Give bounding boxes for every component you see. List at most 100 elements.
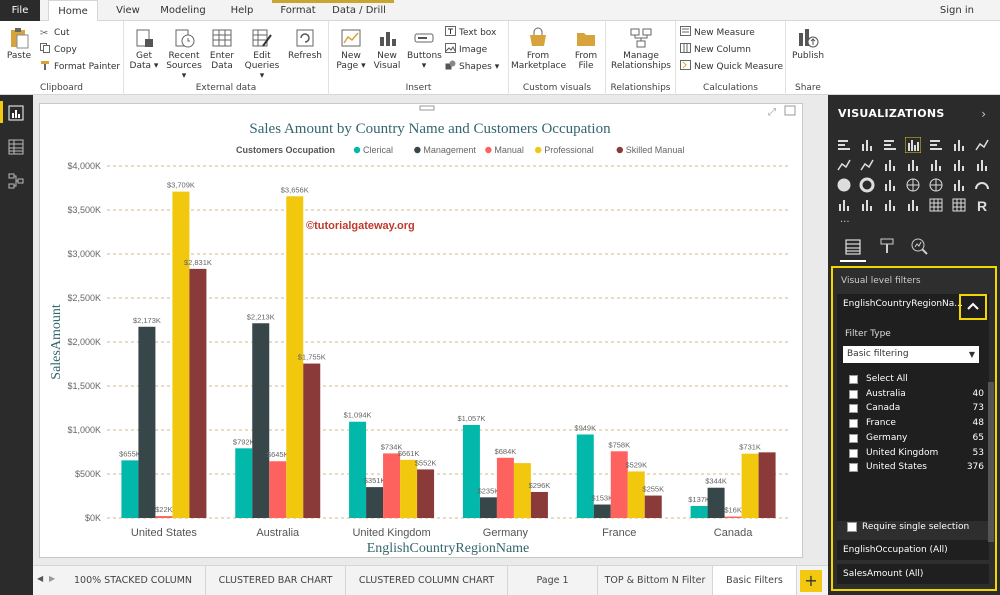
funnel-visual-icon[interactable] bbox=[951, 177, 967, 193]
line-clustered-column-visual-icon[interactable] bbox=[905, 157, 921, 173]
100-stacked-bar-visual-icon[interactable] bbox=[928, 137, 944, 153]
area-visual-icon[interactable] bbox=[836, 157, 852, 173]
tab-scroll-left-icon[interactable]: ◀ bbox=[37, 574, 44, 583]
get-data-button[interactable]: Get Data ▾ bbox=[128, 27, 160, 71]
new-page-button[interactable]: New Page ▾ bbox=[335, 27, 367, 71]
multi-row-card-visual-icon[interactable] bbox=[859, 197, 875, 213]
filter-item[interactable]: Australia 40 bbox=[849, 387, 984, 401]
filter-item[interactable]: Select All bbox=[849, 372, 984, 386]
refresh-button[interactable]: Refresh bbox=[288, 27, 322, 61]
filter-item[interactable]: France 48 bbox=[849, 416, 984, 430]
filter-item-checkbox[interactable] bbox=[849, 389, 858, 399]
cut-button[interactable]: ✂ Cut bbox=[40, 26, 70, 40]
100-stacked-column-visual-icon[interactable] bbox=[951, 137, 967, 153]
publish-button[interactable]: Publish bbox=[790, 27, 826, 61]
page-tab-clustered-column-chart[interactable]: CLUSTERED COLUMN CHART bbox=[346, 566, 508, 595]
tab-help[interactable]: Help bbox=[230, 5, 254, 16]
scatter-visual-icon[interactable] bbox=[974, 157, 990, 173]
card-visual-icon[interactable] bbox=[836, 197, 852, 213]
add-page-button[interactable]: + bbox=[800, 570, 822, 592]
slicer-visual-icon[interactable] bbox=[905, 197, 921, 213]
new-visual-button[interactable]: New Visual bbox=[371, 27, 403, 71]
page-tab-100-stacked-column[interactable]: 100% STACKED COLUMN bbox=[61, 566, 206, 595]
ribbon-visual-icon[interactable] bbox=[928, 157, 944, 173]
tab-view[interactable]: View bbox=[116, 5, 140, 16]
new-measure-button[interactable]: New Measure bbox=[680, 26, 755, 40]
filter-item-checkbox[interactable] bbox=[849, 433, 858, 443]
gauge-visual-icon[interactable] bbox=[974, 177, 990, 193]
stacked-column-visual-icon[interactable] bbox=[859, 137, 875, 153]
r-visual-visual-icon[interactable]: R bbox=[974, 197, 990, 213]
data-view-icon[interactable] bbox=[8, 139, 24, 155]
more-visuals-icon[interactable]: ... bbox=[840, 214, 850, 225]
filled-map-visual-icon[interactable] bbox=[928, 177, 944, 193]
page-tab-top-bottom-n-filter[interactable]: TOP & Bittom N Filter bbox=[598, 566, 713, 595]
sign-in-link[interactable]: Sign in bbox=[939, 5, 974, 16]
stacked-bar-visual-icon[interactable] bbox=[836, 137, 852, 153]
copy-button[interactable]: Copy bbox=[40, 43, 77, 57]
tab-modeling[interactable]: Modeling bbox=[160, 5, 206, 16]
from-marketplace-button[interactable]: From Marketplace bbox=[511, 27, 566, 71]
country-filter-title[interactable]: EnglishCountryRegionNa... bbox=[843, 299, 963, 309]
filter-item-checkbox[interactable] bbox=[849, 463, 858, 473]
report-view-icon[interactable] bbox=[8, 105, 24, 121]
clustered-bar-visual-icon[interactable] bbox=[882, 137, 898, 153]
clustered-column-visual-icon[interactable] bbox=[905, 137, 921, 153]
kpi-visual-icon[interactable] bbox=[882, 197, 898, 213]
waterfall-visual-icon[interactable] bbox=[951, 157, 967, 173]
filter-item-checkbox[interactable] bbox=[849, 375, 858, 384]
donut-visual-icon[interactable] bbox=[859, 177, 875, 193]
page-tab-page-1[interactable]: Page 1 bbox=[508, 566, 598, 595]
new-page-icon bbox=[341, 29, 361, 47]
collapse-pane-icon[interactable]: › bbox=[981, 107, 986, 121]
paste-button[interactable]: Paste bbox=[4, 27, 34, 61]
filter-item-checkbox[interactable] bbox=[849, 448, 858, 458]
line-visual-icon[interactable] bbox=[974, 137, 990, 153]
map-visual-icon[interactable] bbox=[905, 177, 921, 193]
table-visual-icon[interactable] bbox=[928, 197, 944, 213]
filter-pane-scrollbar[interactable] bbox=[988, 382, 994, 542]
filter-item[interactable]: United Kingdom 53 bbox=[849, 446, 984, 460]
new-column-button[interactable]: New Column bbox=[680, 43, 751, 57]
manage-relationships-button[interactable]: Manage Relationships bbox=[610, 27, 672, 71]
model-view-icon[interactable] bbox=[8, 173, 24, 189]
chevron-up-icon[interactable] bbox=[959, 294, 987, 320]
image-button[interactable]: Image bbox=[445, 43, 487, 57]
tab-format[interactable]: Format bbox=[280, 5, 316, 16]
text-box-button[interactable]: Text box bbox=[445, 26, 496, 40]
buttons-button[interactable]: Buttons ▾ bbox=[407, 27, 442, 71]
line-column-visual-icon[interactable] bbox=[882, 157, 898, 173]
format-painter-button[interactable]: Format Painter bbox=[40, 60, 120, 74]
filter-item[interactable]: Canada 73 bbox=[849, 401, 984, 415]
edit-queries-button[interactable]: Edit Queries ▾ bbox=[244, 27, 280, 81]
filter-item[interactable]: United States 376 bbox=[849, 460, 984, 474]
treemap-visual-icon[interactable] bbox=[882, 177, 898, 193]
clustered-column-chart-visual[interactable]: Sales Amount by Country Name and Custome… bbox=[39, 103, 803, 558]
tab-home[interactable]: Home bbox=[48, 0, 98, 22]
recent-sources-button[interactable]: Recent Sources ▾ bbox=[164, 27, 204, 81]
filter-type-select[interactable]: Basic filtering ▼ bbox=[843, 346, 979, 363]
stacked-area-visual-icon[interactable] bbox=[859, 157, 875, 173]
sales-filter-card[interactable]: SalesAmount (All) bbox=[837, 564, 989, 584]
analytics-icon[interactable] bbox=[910, 237, 928, 255]
filter-item-checkbox[interactable] bbox=[849, 404, 858, 414]
pie-visual-icon[interactable] bbox=[836, 177, 852, 193]
from-file-button[interactable]: From File bbox=[569, 27, 603, 71]
new-quick-measure-button[interactable]: New Quick Measure bbox=[680, 60, 783, 74]
tab-scroll-right-icon[interactable]: ▶ bbox=[49, 574, 56, 583]
bar bbox=[235, 448, 253, 518]
shapes-button[interactable]: Shapes ▾ bbox=[445, 60, 499, 74]
fields-icon[interactable] bbox=[844, 238, 862, 256]
matrix-visual-icon[interactable] bbox=[951, 197, 967, 213]
page-tab-clustered-bar-chart[interactable]: CLUSTERED BAR CHART bbox=[206, 566, 346, 595]
tab-file[interactable]: File bbox=[0, 0, 40, 21]
enter-data-button[interactable]: Enter Data bbox=[206, 27, 238, 71]
require-single-checkbox[interactable] bbox=[847, 522, 857, 532]
tab-data-drill[interactable]: Data / Drill bbox=[332, 5, 386, 16]
legend-marker bbox=[414, 146, 421, 154]
filter-item[interactable]: Germany 65 bbox=[849, 431, 984, 445]
filter-item-checkbox[interactable] bbox=[849, 419, 858, 429]
page-tab-basic-filters[interactable]: Basic Filters bbox=[713, 566, 797, 595]
paint-roller-icon[interactable] bbox=[878, 237, 896, 255]
occupation-filter-card[interactable]: EnglishOccupation (All) bbox=[837, 540, 989, 560]
